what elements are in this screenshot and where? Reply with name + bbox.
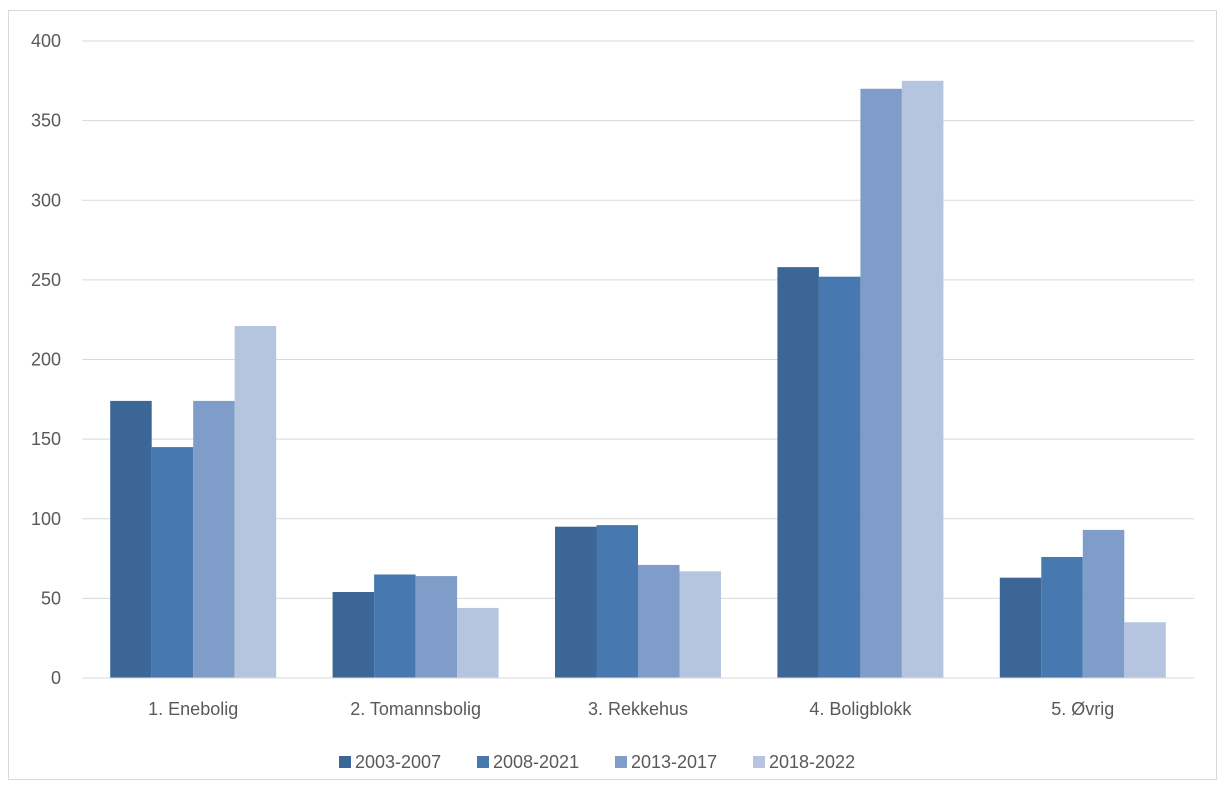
bar-2018-2022-1. Enebolig — [234, 326, 277, 678]
y-tick-label: 0 — [51, 668, 61, 688]
bar-2013-2017-2. Tomannsbolig — [415, 576, 458, 678]
bar-2018-2022-2. Tomannsbolig — [457, 607, 499, 678]
y-tick-label: 50 — [41, 588, 61, 608]
bar-2003-2007-5. Øvrig — [999, 577, 1042, 678]
x-category-label: 1. Enebolig — [148, 699, 238, 719]
y-tick-label: 300 — [31, 190, 61, 210]
bar-2018-2022-3. Rekkehus — [679, 571, 721, 678]
bar-2008-2021-2. Tomannsbolig — [374, 574, 416, 678]
y-tick-label: 250 — [31, 270, 61, 290]
legend-swatch — [615, 756, 627, 768]
bar-2008-2021-1. Enebolig — [151, 447, 194, 678]
y-tick-label: 100 — [31, 509, 61, 529]
chart-frame: 0 50 100 150 200 250 300 350 400 1. Enebolig 2. T… — [8, 10, 1217, 780]
bar-2013-2017-5. Øvrig — [1082, 529, 1125, 678]
bar-2013-2017-1. Enebolig — [193, 400, 235, 678]
bar-2008-2021-3. Rekkehus — [596, 525, 638, 678]
bar-2003-2007-1. Enebolig — [110, 400, 152, 678]
bar-2018-2022-4. Boligblokk — [901, 80, 944, 678]
bar-2008-2021-4. Boligblokk — [818, 276, 861, 678]
bar-2003-2007-4. Boligblokk — [777, 267, 819, 678]
legend-label: 2013-2017 — [631, 752, 717, 772]
legend-label: 2018-2022 — [769, 752, 855, 772]
legend-swatch — [477, 756, 489, 768]
bars — [110, 80, 1166, 678]
bar-2003-2007-2. Tomannsbolig — [332, 592, 375, 678]
bar-2018-2022-5. Øvrig — [1124, 622, 1166, 678]
y-tick-label: 150 — [31, 429, 61, 449]
y-axis-tick-labels: 0 50 100 150 200 250 300 350 400 — [31, 31, 61, 688]
y-tick-label: 350 — [31, 111, 61, 131]
bar-chart: 0 50 100 150 200 250 300 350 400 1. Enebolig 2. T… — [31, 31, 1194, 772]
legend-label: 2008-2021 — [493, 752, 579, 772]
bar-2013-2017-3. Rekkehus — [638, 564, 680, 678]
x-category-label: 4. Boligblokk — [809, 699, 912, 719]
y-tick-label: 400 — [31, 31, 61, 51]
legend-swatch — [753, 756, 765, 768]
legend-label: 2003-2007 — [355, 752, 441, 772]
legend: 2003-2007 2008-2021 2013-2017 2018-2022 — [339, 752, 855, 772]
x-category-label: 5. Øvrig — [1051, 699, 1114, 719]
bar-2003-2007-3. Rekkehus — [555, 526, 597, 678]
bar-2013-2017-4. Boligblokk — [860, 88, 902, 678]
x-axis-category-labels: 1. Enebolig 2. Tomannsbolig 3. Rekkehus 4. … — [148, 699, 1114, 719]
y-tick-label: 200 — [31, 350, 61, 370]
x-category-label: 3. Rekkehus — [588, 699, 688, 719]
legend-swatch — [339, 756, 351, 768]
x-category-label: 2. Tomannsbolig — [350, 699, 481, 719]
bar-2008-2021-5. Øvrig — [1041, 556, 1083, 678]
